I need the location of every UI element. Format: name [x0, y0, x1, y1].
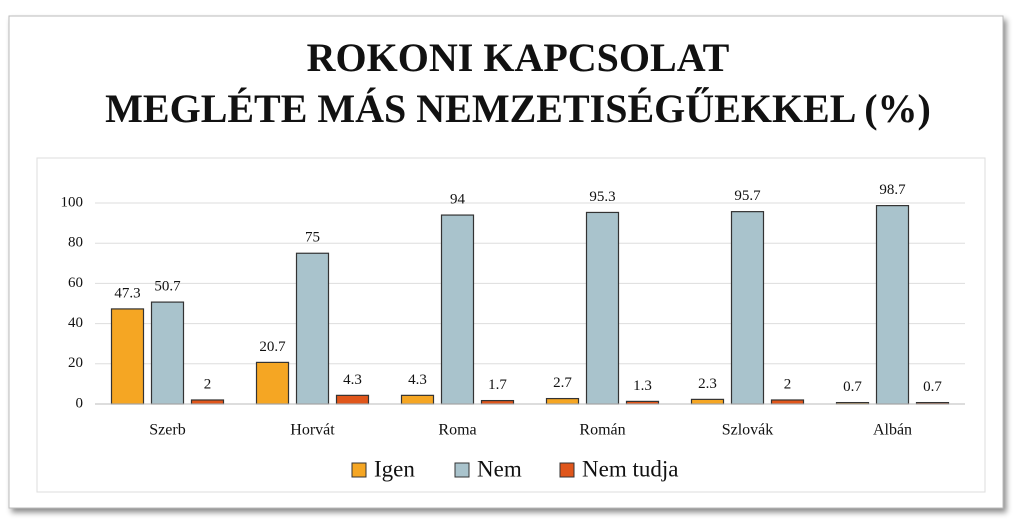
value-label: 2 — [204, 376, 212, 392]
y-tick-label: 80 — [68, 235, 83, 251]
x-tick-label: Albán — [873, 422, 912, 439]
y-tick-label: 40 — [68, 315, 83, 331]
bar — [150, 301, 185, 405]
bar — [335, 394, 370, 405]
bar — [585, 211, 620, 405]
legend-label: Igen — [374, 456, 415, 481]
plot-frame — [36, 157, 986, 493]
bar — [400, 394, 435, 405]
value-label: 75 — [305, 230, 320, 246]
y-tick-label: 100 — [61, 194, 84, 210]
bar — [480, 399, 515, 405]
bar — [730, 211, 765, 405]
y-tick-label: 0 — [76, 395, 84, 411]
x-tick-label: Horvát — [290, 422, 335, 439]
bar — [690, 398, 725, 405]
value-label: 2.7 — [553, 375, 572, 391]
legend-swatch — [559, 462, 575, 478]
value-label: 4.3 — [408, 372, 427, 388]
x-tick-label: Román — [579, 422, 625, 439]
bar — [110, 308, 145, 405]
value-label: 2.3 — [698, 376, 717, 392]
legend-swatch — [454, 462, 470, 478]
y-tick-label: 20 — [68, 355, 83, 371]
value-label: 50.7 — [154, 279, 181, 295]
legend-label: Nem — [477, 456, 522, 481]
value-label: 0.7 — [843, 379, 862, 395]
bar — [295, 252, 330, 405]
value-label: 20.7 — [259, 339, 286, 355]
value-label: 1.3 — [633, 378, 652, 394]
chart-title: MEGLÉTE MÁS NEMZETISÉGŰEKKEL (%) — [105, 86, 931, 131]
x-tick-label: Szlovák — [722, 422, 774, 439]
bar — [190, 399, 225, 405]
bar — [255, 361, 290, 405]
value-label: 2 — [784, 376, 792, 392]
value-label: 0.7 — [923, 379, 942, 395]
bar — [770, 399, 805, 405]
x-tick-label: Szerb — [149, 422, 185, 439]
value-label: 1.7 — [488, 377, 507, 393]
chart-title: ROKONI KAPCSOLAT — [307, 35, 730, 80]
value-label: 4.3 — [343, 372, 362, 388]
x-tick-label: Roma — [438, 422, 476, 439]
bar — [545, 397, 580, 405]
value-label: 95.7 — [734, 188, 761, 204]
legend-swatch — [351, 462, 367, 478]
value-label: 95.3 — [589, 189, 615, 205]
legend-label: Nem tudja — [582, 456, 678, 481]
value-label: 98.7 — [879, 182, 906, 198]
y-tick-label: 60 — [68, 275, 83, 291]
value-label: 94 — [450, 191, 466, 207]
bar — [440, 214, 475, 405]
bar — [875, 205, 910, 405]
value-label: 47.3 — [114, 285, 140, 301]
